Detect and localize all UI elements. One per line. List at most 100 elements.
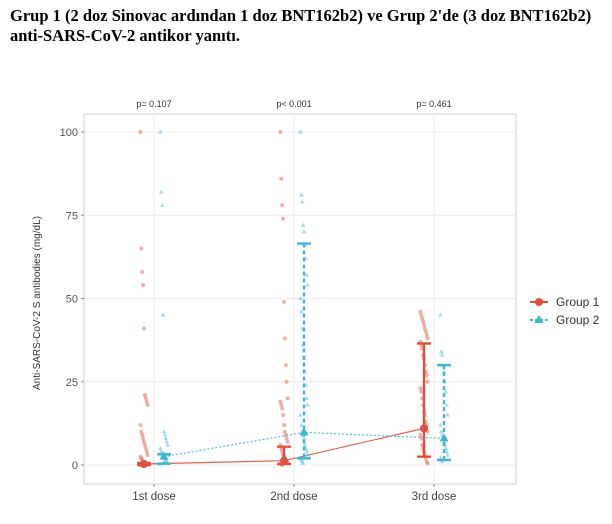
data-point [304, 449, 310, 454]
p-value-label: p= 0.461 [416, 99, 451, 109]
data-point [422, 323, 426, 328]
data-point [443, 389, 449, 394]
data-point [299, 459, 305, 464]
data-point [142, 439, 146, 444]
data-point [279, 403, 284, 408]
data-point [278, 399, 283, 404]
data-point [158, 189, 164, 194]
data-point [424, 459, 429, 464]
data-point [158, 445, 163, 450]
data-point [139, 246, 144, 251]
median-marker [280, 456, 288, 465]
median-marker [140, 460, 148, 469]
data-point [141, 436, 146, 441]
median-marker [159, 451, 169, 460]
data-point [284, 379, 289, 384]
data-point [300, 222, 306, 227]
data-point [144, 449, 149, 454]
data-point [299, 199, 305, 204]
data-point [438, 349, 444, 354]
data-point [140, 433, 145, 438]
data-point [418, 386, 423, 391]
data-point [138, 423, 143, 428]
data-point [141, 283, 146, 288]
data-point [282, 299, 286, 304]
legend-label: Group 1 [556, 295, 600, 309]
data-point [419, 389, 424, 394]
data-point [420, 316, 425, 321]
p-value-label: p= 0.107 [136, 99, 171, 109]
data-point [281, 413, 286, 418]
data-point [445, 452, 450, 457]
data-point [285, 396, 290, 401]
data-point [138, 454, 143, 459]
data-point [138, 130, 143, 134]
data-point [298, 422, 304, 427]
figure-title: Grup 1 (2 doz Sinovac ardından 1 doz BNT… [10, 6, 592, 45]
data-point [298, 295, 303, 301]
data-point [164, 459, 170, 464]
x-tick-label: 1st dose [132, 491, 175, 503]
median-marker [439, 433, 449, 442]
median-marker [299, 427, 309, 436]
data-point [159, 202, 165, 207]
data-point [158, 129, 163, 134]
data-point [283, 433, 288, 438]
data-point [285, 439, 290, 444]
data-point [142, 393, 147, 398]
data-point [281, 216, 286, 221]
legend-marker [535, 298, 543, 306]
data-point [445, 412, 450, 417]
data-point [161, 429, 167, 434]
data-point [425, 336, 430, 341]
data-point [444, 402, 450, 407]
data-point [282, 429, 287, 434]
data-point [305, 282, 310, 287]
data-point [139, 456, 144, 461]
data-point [438, 429, 444, 434]
data-point [163, 435, 169, 440]
series-layer [137, 129, 451, 469]
data-point [443, 445, 449, 450]
y-tick-label: 75 [66, 210, 78, 222]
data-point [444, 449, 450, 454]
data-point [423, 329, 428, 334]
data-point [304, 272, 310, 277]
data-point [438, 312, 443, 317]
data-point [284, 436, 289, 441]
data-point [143, 396, 148, 401]
data-point [139, 429, 144, 434]
data-point [278, 130, 283, 134]
data-point [298, 412, 303, 417]
data-point [305, 402, 310, 407]
data-point [144, 399, 149, 404]
data-point [425, 461, 430, 466]
p-value-label: p< 0.001 [276, 99, 311, 109]
data-point [165, 442, 170, 447]
data-point [160, 312, 166, 317]
data-point [301, 435, 307, 440]
data-point [301, 229, 307, 234]
data-point [145, 403, 150, 408]
data-point [140, 269, 145, 274]
x-tick-label: 2nd dose [270, 491, 317, 503]
legend-marker [534, 315, 544, 323]
data-point [424, 373, 429, 378]
y-tick-label: 0 [72, 460, 78, 472]
data-point [419, 313, 424, 318]
data-point [425, 379, 430, 384]
series-group-2 [157, 129, 451, 466]
legend-label: Group 2 [556, 313, 600, 327]
axes: 0 25 50 75 100 1st dose 2nd dose 3rd dose p= 0.1… [32, 99, 456, 503]
y-tick-label: 100 [60, 127, 78, 139]
data-point [304, 395, 310, 400]
y-axis-label: Anti-SARS-CoV-2 S antibodies (mg/dL) [32, 216, 43, 390]
data-point [300, 460, 306, 465]
data-point [158, 449, 164, 454]
data-point [418, 309, 423, 314]
data-point [282, 423, 286, 428]
data-point [162, 432, 168, 437]
data-point [305, 452, 310, 457]
